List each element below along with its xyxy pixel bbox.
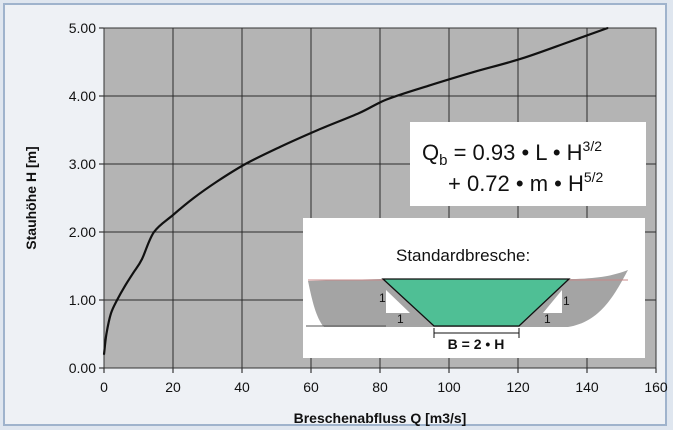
- data-point: [568, 40, 571, 43]
- x-tick-label: 80: [372, 379, 388, 395]
- slope-label-right-h: 1: [544, 312, 551, 326]
- data-point: [105, 333, 108, 335]
- base-width-label: B = 2 • H: [448, 336, 505, 352]
- x-tick-label: 40: [234, 379, 250, 395]
- x-tick-label: 20: [165, 379, 181, 395]
- data-point: [153, 231, 155, 233]
- data-point: [172, 214, 174, 216]
- y-tick-label: 5.00: [69, 20, 96, 36]
- y-axis-label: Stauhöhe H [m]: [23, 146, 39, 249]
- data-point: [132, 271, 135, 274]
- breach-trapezoid: [381, 278, 571, 327]
- inset-title: Standardbresche:: [396, 246, 530, 265]
- data-point: [244, 163, 247, 165]
- left-slope-marker: [386, 290, 410, 313]
- data-point: [123, 285, 126, 288]
- x-tick-label: 140: [575, 379, 599, 395]
- data-point: [216, 180, 219, 182]
- data-point: [279, 146, 281, 148]
- plot-border: [103, 27, 657, 369]
- data-point: [116, 299, 119, 301]
- x-axis-label: Breschenabfluss Q [m3/s]: [294, 410, 467, 426]
- slope-label-left-v: 1: [379, 291, 386, 305]
- data-point: [317, 129, 319, 131]
- data-point: [141, 258, 143, 261]
- formula-line-1: Qb = 0.93 • L • H3/2: [422, 138, 602, 169]
- y-tick-label: 0.00: [69, 360, 96, 376]
- formula-line-2: + 0.72 • m • H5/2: [448, 169, 604, 196]
- y-tick-label: 3.00: [69, 156, 96, 172]
- data-point: [427, 84, 430, 87]
- data-point: [192, 197, 195, 199]
- y-tick-label: 2.00: [69, 224, 96, 240]
- breach-inset: Standardbresche: 1 1 1 1 B = 2 • H: [303, 218, 645, 358]
- y-tick-labels: 0.00 1.00 2.00 3.00 4.00 5.00: [69, 20, 96, 376]
- slope-label-right-v: 1: [563, 294, 570, 308]
- slope-label-left-h: 1: [397, 312, 404, 326]
- right-slope-marker: [543, 290, 562, 313]
- formula-box: [410, 122, 646, 206]
- data-point: [520, 57, 523, 60]
- series-points: [103, 27, 609, 356]
- x-tick-labels: 0 20 40 60 80 100 120 140 160: [100, 379, 668, 395]
- data-point: [103, 353, 105, 356]
- data-point: [606, 27, 609, 29]
- y-tick-label: 4.00: [69, 88, 96, 104]
- x-tick-label: 60: [303, 379, 319, 395]
- x-tick-label: 120: [506, 379, 530, 395]
- x-tick-label: 0: [100, 379, 108, 395]
- data-point: [386, 98, 388, 101]
- y-tick-label: 1.00: [69, 292, 96, 308]
- data-point: [358, 112, 361, 114]
- data-point: [110, 312, 112, 315]
- x-tick-label: 160: [644, 379, 668, 395]
- data-point: [472, 71, 475, 74]
- x-tick-label: 100: [437, 379, 461, 395]
